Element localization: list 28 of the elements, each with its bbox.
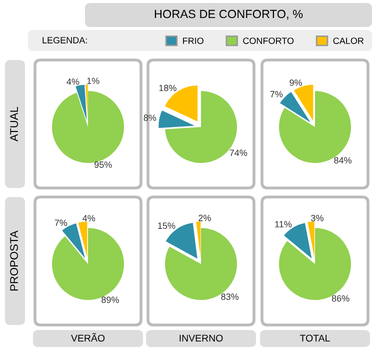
category-label: CONFORTO (243, 38, 294, 44)
data-label: 74% (230, 150, 248, 156)
data-label: 3% (311, 214, 324, 222)
data-label: 84% (334, 157, 352, 164)
text: VERÃO (71, 332, 105, 342)
data-label: 4% (66, 78, 80, 85)
text: HORAS DE CONFORTO, % (154, 10, 303, 20)
data-label: 86% (332, 295, 350, 302)
text: TOTAL (300, 334, 330, 342)
data-label: 89% (102, 296, 119, 304)
text: INVERNO (180, 334, 223, 342)
legend-title: LEGENDA: (42, 37, 87, 44)
data-label: 95% (94, 161, 112, 168)
data-label: 7% (54, 220, 68, 226)
text: ATUAL (10, 106, 18, 142)
data-label: 4% (82, 215, 96, 222)
category-label: FRIO (183, 38, 204, 44)
data-label: 1% (87, 78, 100, 84)
data-label: 2% (198, 214, 211, 222)
data-label: 18% (159, 84, 176, 92)
category-label: CALOR (333, 38, 364, 44)
data-label: 83% (221, 293, 239, 300)
data-label: 9% (290, 79, 302, 86)
text: PROPOSTA (10, 230, 18, 291)
data-label: 11% (275, 221, 292, 228)
data-label: 15% (158, 222, 176, 229)
data-label: 7% (270, 90, 283, 98)
data-label: 8% (144, 114, 156, 121)
